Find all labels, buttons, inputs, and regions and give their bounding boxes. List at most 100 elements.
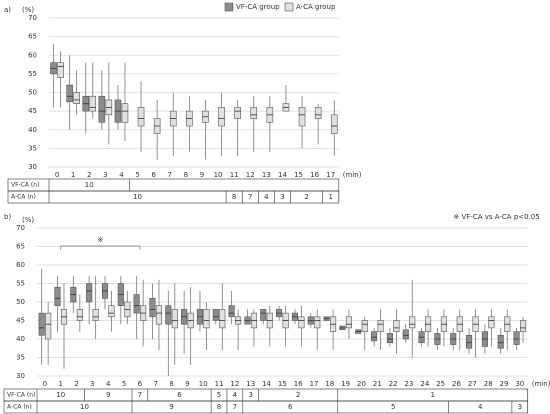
table-row-label: A-CA (n) bbox=[11, 194, 36, 201]
x-tick-label: 10 bbox=[214, 171, 223, 179]
x-axis-label: (min) bbox=[532, 380, 550, 388]
x-tick-label: 0 bbox=[55, 171, 59, 179]
table-cell: 3 bbox=[248, 391, 252, 399]
bracket bbox=[60, 245, 141, 250]
box bbox=[57, 62, 64, 78]
x-tick-label: 6 bbox=[151, 171, 156, 179]
x-tick-label: 1 bbox=[71, 171, 75, 179]
box bbox=[330, 114, 338, 134]
x-tick-label: 18 bbox=[325, 380, 334, 388]
box bbox=[149, 297, 156, 318]
table-cell: 1 bbox=[329, 193, 333, 201]
legend-label: VF-CA group bbox=[236, 3, 280, 11]
box bbox=[386, 333, 393, 344]
box bbox=[402, 329, 409, 340]
x-tick-label: 27 bbox=[468, 380, 477, 388]
panel-label: a) bbox=[4, 6, 11, 14]
y-tick-label: 35 bbox=[16, 354, 25, 362]
box bbox=[250, 107, 258, 119]
box bbox=[409, 316, 416, 329]
y-tick-label: 50 bbox=[28, 89, 37, 97]
y-tick-label: 35 bbox=[28, 144, 37, 152]
y-tick-label: 30 bbox=[28, 163, 37, 171]
x-tick-label: 20 bbox=[357, 380, 366, 388]
x-tick-label: 22 bbox=[389, 380, 398, 388]
table-cell: 10 bbox=[56, 391, 65, 399]
x-tick-label: 5 bbox=[122, 380, 126, 388]
box bbox=[497, 334, 504, 349]
x-tick-label: 4 bbox=[119, 171, 124, 179]
box bbox=[488, 316, 495, 329]
table-row bbox=[7, 190, 340, 204]
x-tick-label: 23 bbox=[405, 380, 414, 388]
x-tick-label: 6 bbox=[138, 380, 143, 388]
x-tick-label: 1 bbox=[59, 380, 63, 388]
box bbox=[520, 320, 527, 332]
box bbox=[219, 309, 226, 329]
box bbox=[133, 294, 140, 314]
y-tick-label: 30 bbox=[16, 372, 25, 380]
box bbox=[298, 107, 306, 127]
x-tick-label: 7 bbox=[153, 380, 157, 388]
y-tick-label: 45 bbox=[28, 107, 37, 115]
x-tick-label: 0 bbox=[43, 380, 47, 388]
box bbox=[171, 309, 178, 329]
y-axis-label: (%) bbox=[22, 6, 34, 14]
x-tick-label: 9 bbox=[185, 380, 189, 388]
legend-swatch bbox=[224, 2, 234, 12]
box bbox=[137, 107, 145, 127]
table-cell: 6 bbox=[177, 391, 182, 399]
x-tick-label: 19 bbox=[341, 380, 350, 388]
box bbox=[155, 305, 163, 325]
x-tick-label: 2 bbox=[87, 171, 91, 179]
box bbox=[38, 312, 45, 336]
legend-label: A-CA group bbox=[296, 3, 336, 11]
table-cell: 10 bbox=[133, 193, 142, 201]
y-axis-label: (%) bbox=[22, 216, 34, 224]
x-tick-label: 10 bbox=[199, 380, 208, 388]
box bbox=[212, 309, 219, 321]
table-cell: 9 bbox=[169, 403, 173, 411]
table-cell: 6 bbox=[288, 403, 293, 411]
table-cell: 4 bbox=[264, 193, 269, 201]
table-cell: 3 bbox=[280, 193, 284, 201]
x-tick-label: 3 bbox=[90, 380, 94, 388]
x-tick-label: 16 bbox=[310, 171, 319, 179]
box bbox=[466, 334, 473, 349]
x-tick-label: 25 bbox=[436, 380, 445, 388]
box bbox=[203, 309, 210, 329]
box bbox=[361, 320, 368, 332]
box bbox=[66, 84, 73, 103]
x-tick-label: 14 bbox=[262, 380, 271, 388]
note: ※ VF-CA vs A-CA p<0.05 bbox=[453, 213, 539, 221]
table-cell: 10 bbox=[85, 181, 94, 189]
table-cell: 3 bbox=[518, 403, 522, 411]
box bbox=[513, 331, 520, 345]
box bbox=[371, 331, 378, 342]
x-tick-label: 13 bbox=[262, 171, 271, 179]
table-cell: 2 bbox=[304, 193, 308, 201]
box bbox=[76, 309, 83, 321]
x-tick-label: 28 bbox=[484, 380, 493, 388]
x-tick-label: 14 bbox=[278, 171, 287, 179]
x-tick-label: 4 bbox=[106, 380, 111, 388]
box bbox=[234, 107, 241, 119]
box bbox=[260, 309, 267, 321]
x-tick-label: 9 bbox=[200, 171, 204, 179]
table-row-label: VF-CA (n) bbox=[7, 392, 35, 399]
panel-label: b) bbox=[4, 213, 11, 221]
y-tick-label: 55 bbox=[28, 70, 37, 78]
x-tick-label: 21 bbox=[373, 380, 382, 388]
box bbox=[345, 316, 352, 329]
box bbox=[314, 107, 322, 119]
box bbox=[314, 316, 321, 329]
x-tick-label: 17 bbox=[310, 380, 319, 388]
y-tick-label: 40 bbox=[16, 335, 25, 343]
box bbox=[393, 320, 400, 332]
table-row-label: A-CA (n) bbox=[7, 404, 32, 411]
box bbox=[92, 309, 99, 321]
box bbox=[54, 286, 61, 307]
y-tick-label: 70 bbox=[16, 224, 25, 232]
x-tick-label: 5 bbox=[135, 171, 139, 179]
legend-swatch bbox=[284, 2, 294, 12]
